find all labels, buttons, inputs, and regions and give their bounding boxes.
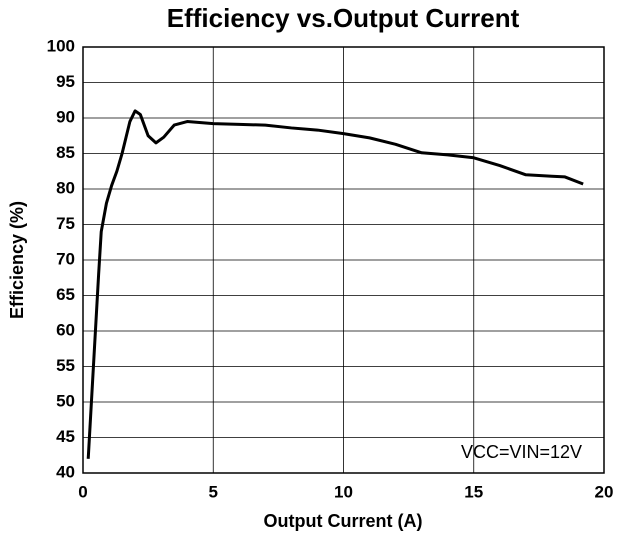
y-tick-label: 90 — [56, 107, 75, 126]
x-tick-label: 0 — [78, 482, 87, 501]
y-axis-label: Efficiency (%) — [7, 201, 27, 319]
y-tick-label: 95 — [56, 72, 75, 91]
y-tick-label: 80 — [56, 178, 75, 197]
y-tick-label: 60 — [56, 320, 75, 339]
y-tick-label: 55 — [56, 356, 75, 375]
y-tick-label: 85 — [56, 143, 75, 162]
plot-frame — [82, 46, 605, 474]
y-tick-label: 50 — [56, 391, 75, 410]
x-tick-label: 15 — [464, 482, 483, 501]
y-tick-label: 75 — [56, 214, 75, 233]
y-tick-label: 45 — [56, 427, 75, 446]
y-tick-label: 100 — [47, 36, 75, 55]
y-tick-label: 40 — [56, 462, 75, 481]
x-tick-label: 20 — [595, 482, 614, 501]
line-series — [86, 109, 584, 459]
x-tick-label: 5 — [209, 482, 218, 501]
y-tick-label: 70 — [56, 249, 75, 268]
x-tick-label: 10 — [334, 482, 353, 501]
y-tick-label: 65 — [56, 285, 75, 304]
x-axis-label: Output Current (A) — [264, 511, 423, 531]
chart-title: Efficiency vs.Output Current — [167, 3, 520, 33]
annotation: VCC=VIN=12V — [461, 442, 582, 462]
